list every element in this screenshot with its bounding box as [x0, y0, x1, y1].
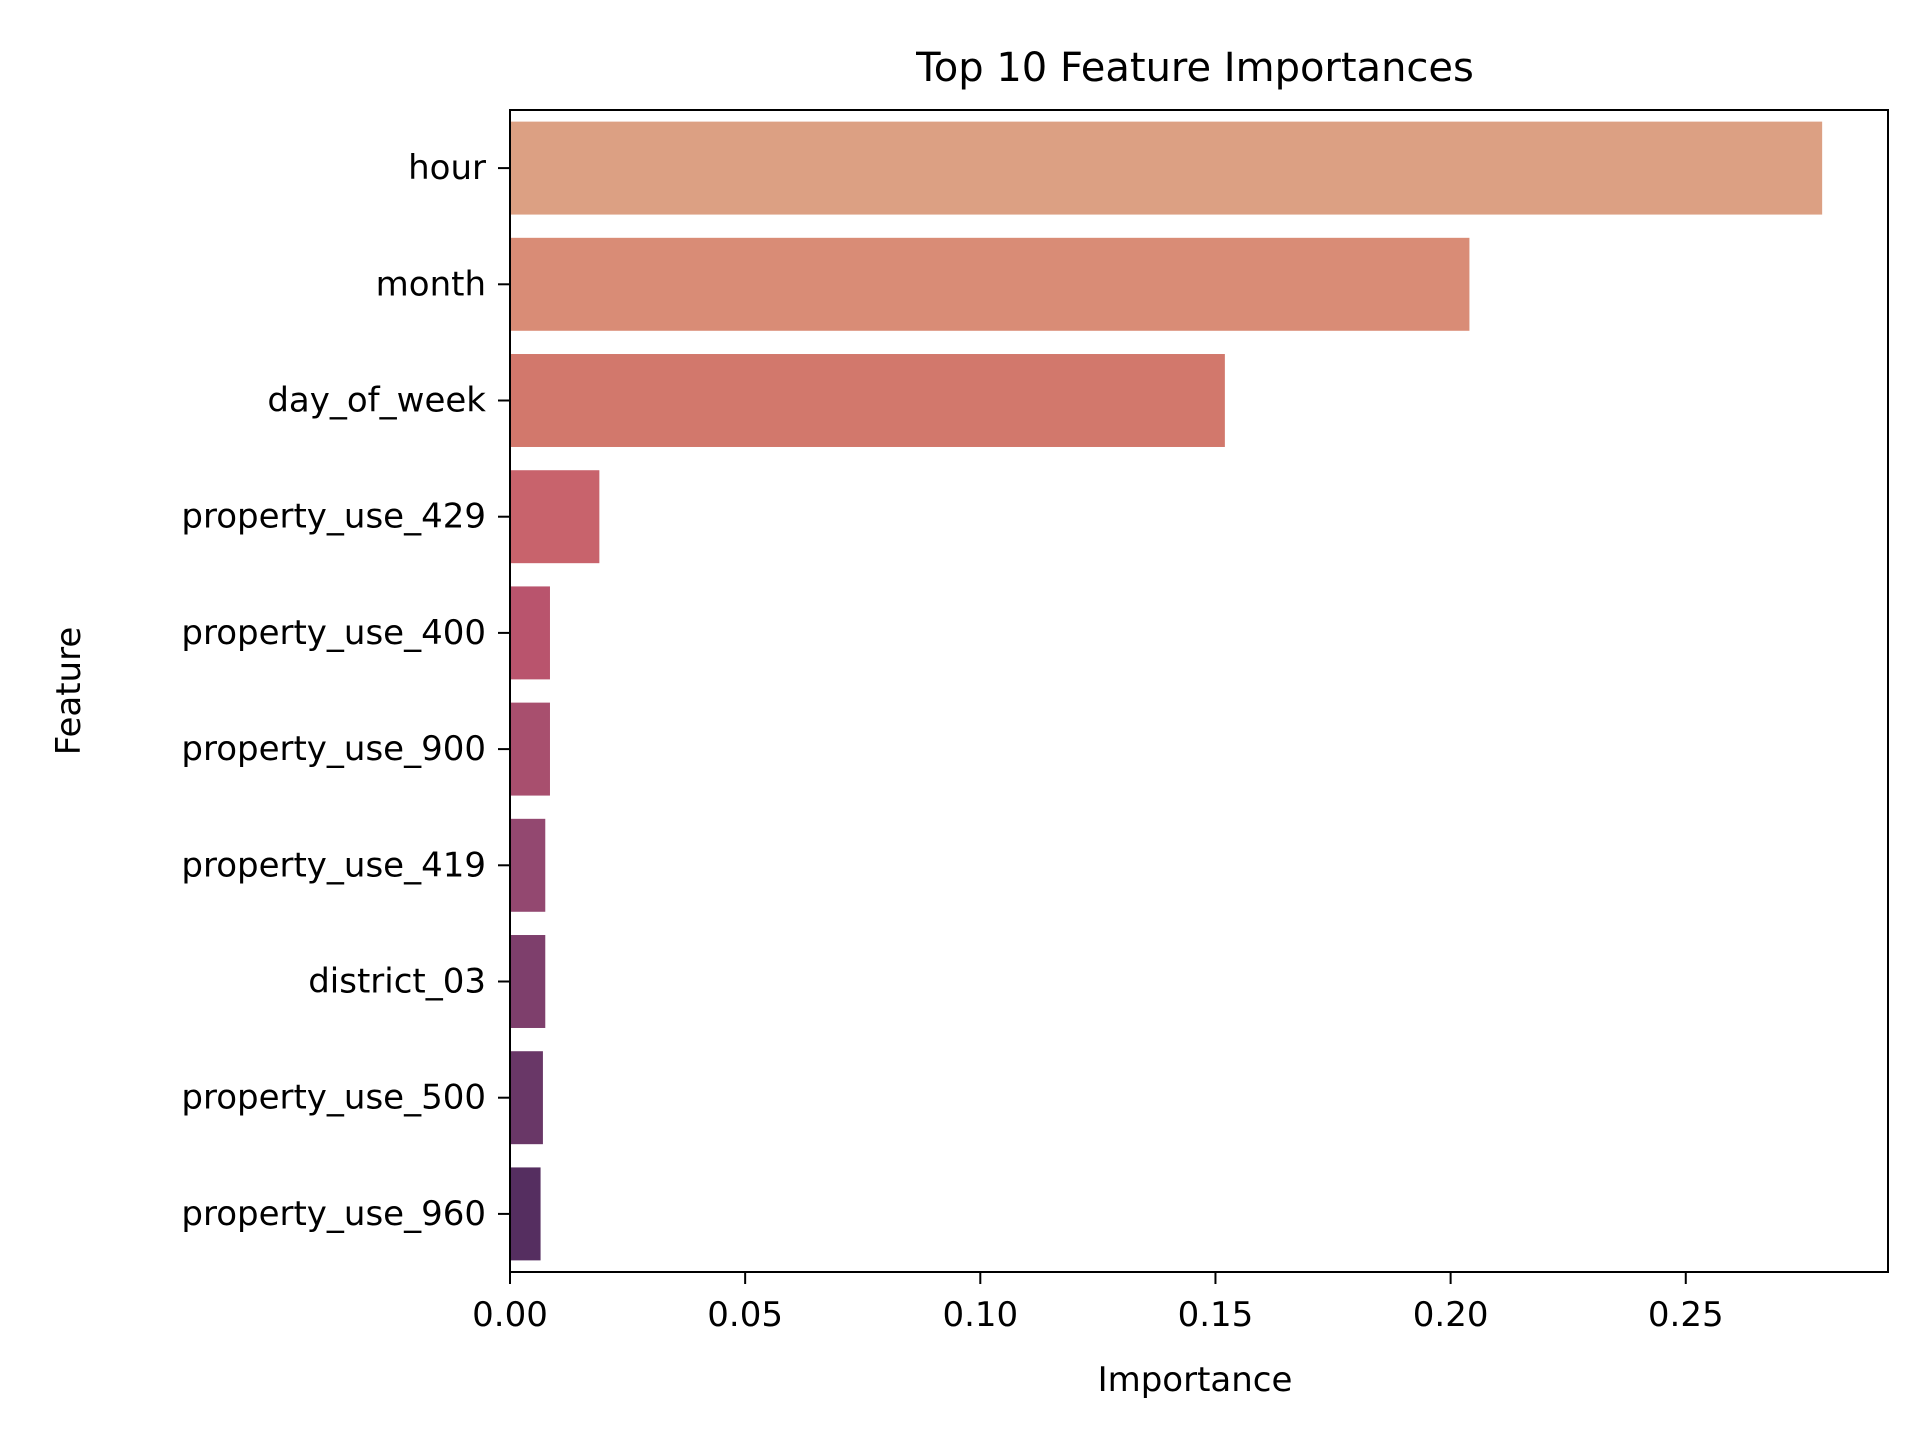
plot-frame [509, 109, 1889, 1273]
x-tick-label: 0.15 [1178, 1295, 1254, 1335]
y-axis-title: Feature [49, 627, 89, 755]
bar-property-use-400 [510, 586, 550, 680]
bar-property-use-900 [510, 702, 550, 796]
x-tick-label: 0.25 [1648, 1295, 1724, 1335]
bar-district-03 [510, 935, 546, 1028]
y-tick-label: property_use_960 [181, 1194, 486, 1234]
chart-title: Top 10 Feature Importances [915, 45, 1474, 91]
x-tick-label: 0.10 [942, 1295, 1018, 1335]
bar-day-of-week [510, 354, 1225, 447]
bar-month [510, 237, 1470, 331]
bar-property-use-960 [510, 1167, 541, 1261]
y-tick-label: property_use_500 [181, 1078, 486, 1118]
y-tick-label: day_of_week [267, 381, 486, 421]
bar-property-use-429 [510, 470, 600, 564]
x-tick-label: 0.20 [1413, 1295, 1489, 1335]
bar-hour [510, 121, 1823, 215]
x-tick-label: 0.05 [707, 1295, 783, 1335]
bars-layer [510, 121, 1823, 1261]
y-tick-label: property_use_400 [181, 613, 486, 653]
x-tick-label: 0.00 [472, 1295, 548, 1335]
bar-property-use-419 [510, 818, 546, 912]
y-tick-label: property_use_429 [181, 497, 486, 537]
y-tick-label: property_use_419 [181, 845, 486, 885]
x-axis-title: Importance [1098, 1360, 1293, 1400]
y-axis-ticks: hour month day_of_week property_use_429prop… [181, 148, 510, 1234]
x-axis-ticks: 0.00 0.05 0.10 0.15 0.20 0.25 [472, 1272, 1724, 1335]
y-tick-label: district_03 [308, 962, 486, 1002]
y-tick-label: hour [408, 148, 486, 188]
y-tick-label: property_use_900 [181, 729, 486, 769]
y-tick-label: month [376, 264, 486, 304]
bar-property-use-500 [510, 1051, 543, 1145]
